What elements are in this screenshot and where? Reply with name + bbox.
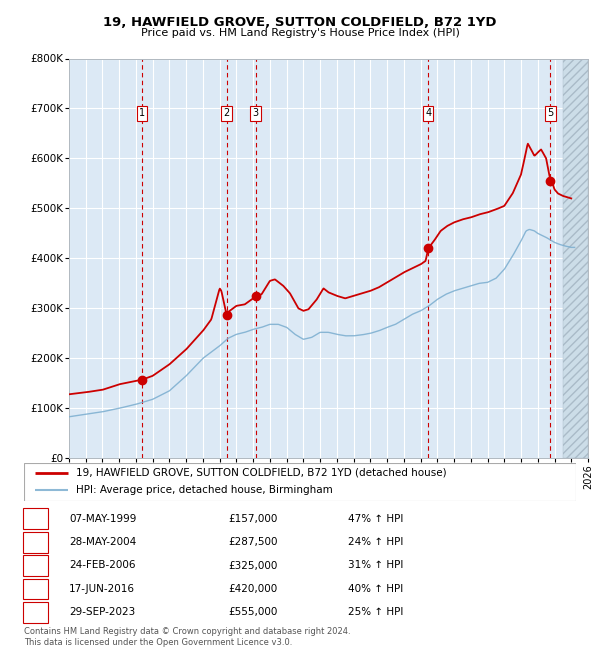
Text: £325,000: £325,000 — [228, 560, 277, 571]
Text: 19, HAWFIELD GROVE, SUTTON COLDFIELD, B72 1YD (detached house): 19, HAWFIELD GROVE, SUTTON COLDFIELD, B7… — [76, 468, 447, 478]
Text: 5: 5 — [547, 109, 553, 118]
Text: 28-MAY-2004: 28-MAY-2004 — [69, 537, 136, 547]
Text: 4: 4 — [32, 584, 39, 594]
Text: 3: 3 — [253, 109, 259, 118]
Text: 4: 4 — [425, 109, 431, 118]
Text: 40% ↑ HPI: 40% ↑ HPI — [348, 584, 403, 594]
Text: £420,000: £420,000 — [228, 584, 277, 594]
Text: Price paid vs. HM Land Registry's House Price Index (HPI): Price paid vs. HM Land Registry's House … — [140, 27, 460, 38]
Text: £287,500: £287,500 — [228, 537, 277, 547]
Text: 47% ↑ HPI: 47% ↑ HPI — [348, 514, 403, 524]
Text: 17-JUN-2016: 17-JUN-2016 — [69, 584, 135, 594]
Text: 1: 1 — [32, 514, 39, 524]
Text: 25% ↑ HPI: 25% ↑ HPI — [348, 607, 403, 618]
Text: 24-FEB-2006: 24-FEB-2006 — [69, 560, 136, 571]
Text: 07-MAY-1999: 07-MAY-1999 — [69, 514, 136, 524]
Text: 31% ↑ HPI: 31% ↑ HPI — [348, 560, 403, 571]
Text: 29-SEP-2023: 29-SEP-2023 — [69, 607, 135, 618]
Text: 19, HAWFIELD GROVE, SUTTON COLDFIELD, B72 1YD: 19, HAWFIELD GROVE, SUTTON COLDFIELD, B7… — [103, 16, 497, 29]
Text: Contains HM Land Registry data © Crown copyright and database right 2024.
This d: Contains HM Land Registry data © Crown c… — [24, 627, 350, 647]
Text: £157,000: £157,000 — [228, 514, 277, 524]
Text: 1: 1 — [139, 109, 145, 118]
Text: £555,000: £555,000 — [228, 607, 277, 618]
Text: HPI: Average price, detached house, Birmingham: HPI: Average price, detached house, Birm… — [76, 486, 333, 495]
Text: 2: 2 — [32, 537, 39, 547]
Text: 5: 5 — [32, 607, 39, 618]
Text: 24% ↑ HPI: 24% ↑ HPI — [348, 537, 403, 547]
Text: 3: 3 — [32, 560, 39, 571]
Text: 2: 2 — [223, 109, 230, 118]
